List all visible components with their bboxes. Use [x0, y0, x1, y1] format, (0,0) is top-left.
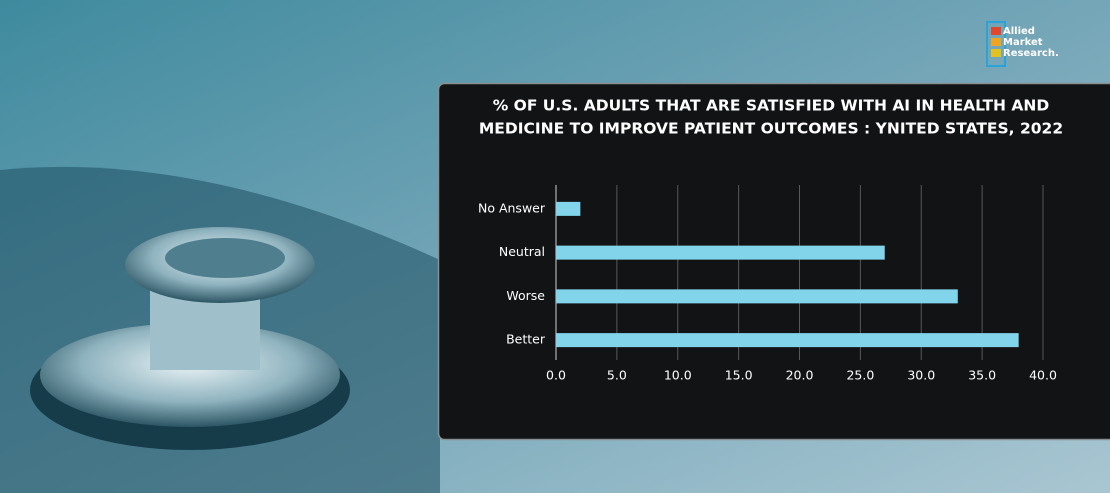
bar: [556, 289, 958, 304]
logo-frame: [986, 21, 1006, 67]
stethoscope-disc: [40, 323, 340, 427]
bar: [556, 201, 581, 216]
x-tick-label: 10.0: [664, 368, 692, 383]
y-tick-label: Better: [506, 332, 546, 347]
chart-panel: [437, 82, 1110, 441]
y-tick-label: Neutral: [499, 244, 545, 259]
logo-text: Market: [1003, 37, 1043, 48]
x-tick-label: 30.0: [907, 368, 935, 383]
logo-block: [991, 38, 1001, 46]
x-tick-label: 5.0: [607, 368, 627, 383]
x-tick-label: 0.0: [546, 368, 566, 383]
x-tick-label: 40.0: [1029, 368, 1057, 383]
logo-text: Allied: [1003, 26, 1035, 37]
stethoscope-hole: [165, 238, 285, 278]
chart-title: MEDICINE TO IMPROVE PATIENT OUTCOMES : Y…: [479, 120, 1063, 138]
x-tick-label: 35.0: [968, 368, 996, 383]
x-tick-label: 15.0: [725, 368, 753, 383]
logo: Allied Market Research.: [986, 21, 1059, 67]
logo-text: Research.: [1003, 48, 1059, 59]
y-tick-label: Worse: [506, 288, 545, 303]
y-tick-label: No Answer: [478, 200, 546, 215]
chart-title: % OF U.S. ADULTS THAT ARE SATISFIED WITH…: [493, 97, 1050, 115]
x-tick-label: 20.0: [786, 368, 814, 383]
x-tick-label: 25.0: [846, 368, 874, 383]
logo-block: [991, 49, 1001, 57]
logo-block: [991, 27, 1001, 35]
bar: [556, 245, 885, 260]
bar: [556, 333, 1019, 348]
